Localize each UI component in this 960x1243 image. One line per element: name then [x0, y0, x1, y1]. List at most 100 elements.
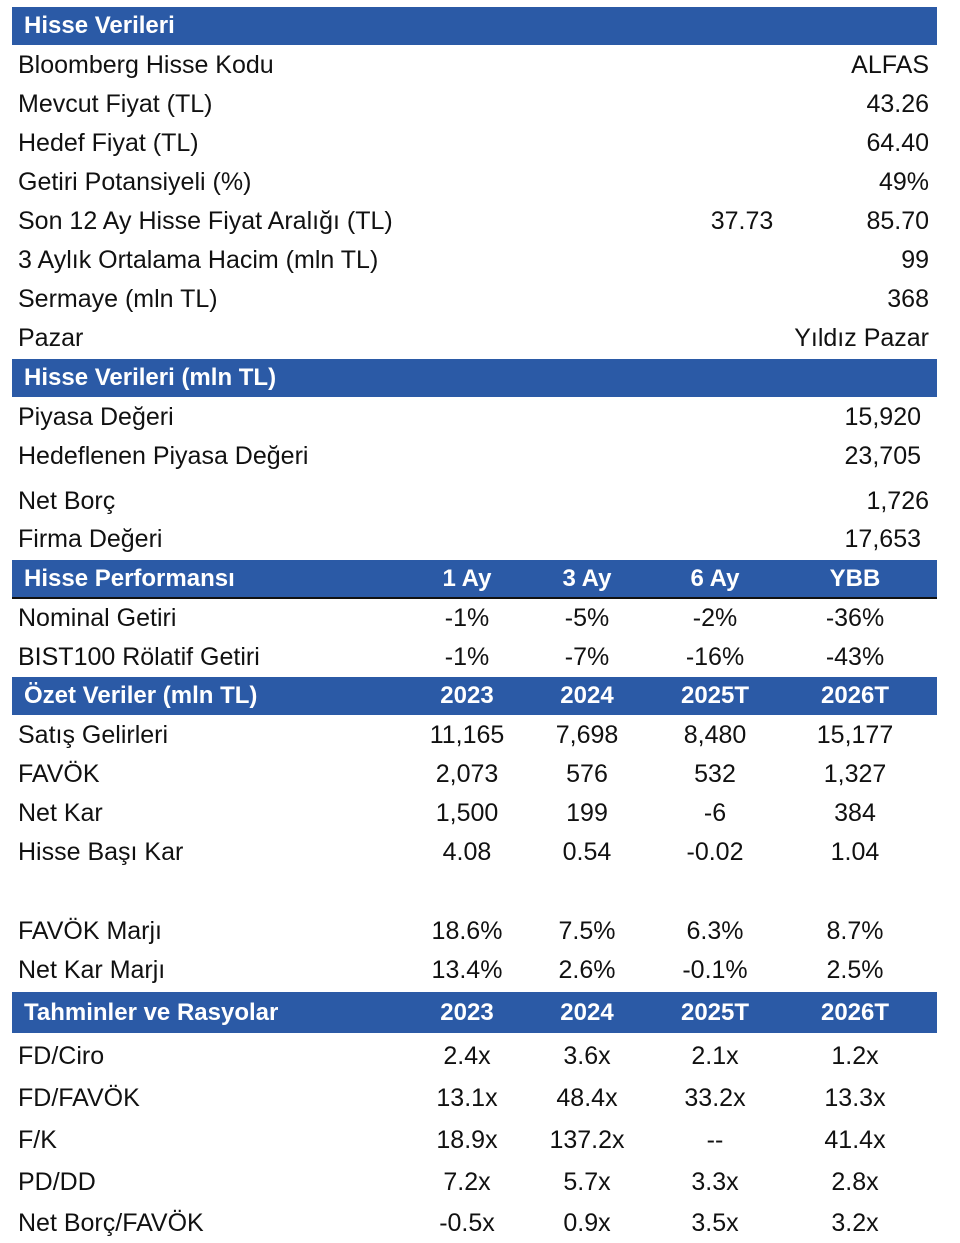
data-row: F/K 18.9x 137.2x -- 41.4x — [12, 1120, 937, 1160]
data-row: Pazar Yıldız Pazar — [12, 319, 937, 358]
section-header-hisse-verileri: Hisse Verileri — [12, 7, 937, 45]
row-value: 368 — [887, 285, 929, 313]
cell: 13.4% — [431, 956, 503, 984]
column-header: 2025T — [680, 998, 750, 1026]
row-label: Pazar — [18, 324, 84, 352]
data-row: 3 Aylık Ortalama Hacim (mln TL) 99 — [12, 241, 937, 280]
row-label: Mevcut Fiyat (TL) — [18, 90, 213, 118]
row-label: Sermaye (mln TL) — [18, 285, 218, 313]
row-value: 23,705 — [844, 442, 921, 470]
cell: -1% — [444, 643, 490, 671]
cell: -0.1% — [682, 956, 748, 984]
data-row: FAVÖK 2,073 576 532 1,327 — [12, 755, 937, 794]
row-label: FD/FAVÖK — [18, 1083, 140, 1112]
row-label: BIST100 Rölatif Getiri — [18, 643, 260, 671]
cell: -43% — [825, 643, 885, 671]
cell: 15,177 — [816, 721, 894, 749]
row-value: Yıldız Pazar — [794, 324, 929, 352]
row-value: 64.40 — [866, 129, 929, 157]
section-header-tahminler: Tahminler ve Rasyolar 2023 2024 2025T 20… — [12, 992, 937, 1033]
data-row: PD/DD 7.2x 5.7x 3.3x 2.8x — [12, 1162, 937, 1202]
cell: 48.4x — [556, 1083, 618, 1112]
data-row: FD/Ciro 2.4x 3.6x 2.1x 1.2x — [12, 1036, 937, 1076]
cell: 13.3x — [824, 1083, 886, 1112]
row-label: FD/Ciro — [18, 1041, 105, 1070]
cell: 2.6% — [558, 956, 616, 984]
data-row: Net Borç/FAVÖK -0.5x 0.9x 3.5x 3.2x — [12, 1203, 937, 1243]
cell: 3.2x — [831, 1208, 879, 1237]
row-value: ALFAS — [851, 51, 929, 79]
row-label: FAVÖK Marjı — [18, 917, 163, 945]
column-header: 6 Ay — [690, 564, 740, 592]
data-row: FD/FAVÖK 13.1x 48.4x 33.2x 13.3x — [12, 1078, 937, 1118]
section-header-ozet: Özet Veriler (mln TL) 2023 2024 2025T 20… — [12, 677, 937, 715]
section-title: Tahminler ve Rasyolar — [24, 998, 279, 1026]
data-row: FAVÖK Marjı 18.6% 7.5% 6.3% 8.7% — [12, 912, 937, 951]
data-row: BIST100 Rölatif Getiri -1% -7% -16% -43% — [12, 638, 937, 677]
cell: 8.7% — [826, 917, 884, 945]
data-row: Nominal Getiri -1% -5% -2% -36% — [12, 599, 937, 638]
cell: 41.4x — [824, 1125, 886, 1154]
row-value: 17,653 — [844, 525, 921, 553]
row-value: 1,726 — [866, 487, 929, 515]
cell: 8,480 — [683, 721, 747, 749]
cell: -7% — [564, 643, 610, 671]
data-row: Hedeflenen Piyasa Değeri 23,705 — [12, 437, 937, 476]
row-value: 85.70 — [866, 207, 929, 235]
row-label: Hisse Başı Kar — [18, 838, 184, 866]
cell: 2,073 — [435, 760, 499, 788]
cell: 3.3x — [691, 1167, 739, 1196]
row-value: 43.26 — [866, 90, 929, 118]
data-row: Net Borç 1,726 — [12, 482, 937, 521]
section-title: Hisse Verileri — [24, 12, 175, 39]
row-label: Bloomberg Hisse Kodu — [18, 51, 274, 79]
cell: 1,327 — [823, 760, 887, 788]
row-value: 15,920 — [844, 403, 921, 431]
column-header: 3 Ay — [562, 564, 612, 592]
data-row: Hedef Fiyat (TL) 64.40 — [12, 124, 937, 163]
section-header-performans: Hisse Performansı 1 Ay 3 Ay 6 Ay YBB — [12, 560, 937, 599]
cell: 199 — [566, 799, 608, 827]
data-row: Bloomberg Hisse Kodu ALFAS — [12, 46, 937, 85]
cell: -5% — [564, 604, 610, 632]
data-row: Hisse Başı Kar 4.08 0.54 -0.02 1.04 — [12, 833, 937, 872]
cell: -6 — [703, 799, 727, 827]
row-value-low: 37.73 — [710, 207, 774, 235]
row-label: Net Kar Marjı — [18, 956, 166, 984]
row-label: Firma Değeri — [18, 525, 163, 553]
cell: 11,165 — [429, 721, 505, 749]
column-header: 2026T — [820, 682, 890, 709]
cell: 5.7x — [563, 1167, 611, 1196]
section-header-hisse-verileri-mln: Hisse Verileri (mln TL) — [12, 359, 937, 397]
section-title: Özet Veriler (mln TL) — [24, 682, 258, 709]
row-label: Net Kar — [18, 799, 103, 827]
cell: -0.5x — [439, 1208, 495, 1237]
cell: 7.2x — [443, 1167, 491, 1196]
row-label: Net Borç/FAVÖK — [18, 1208, 204, 1237]
row-label: Piyasa Değeri — [18, 403, 174, 431]
row-label: Hedeflenen Piyasa Değeri — [18, 442, 309, 470]
data-row: Firma Değeri 17,653 — [12, 520, 937, 559]
cell: 7.5% — [558, 917, 616, 945]
column-header: 2024 — [560, 682, 614, 709]
data-row: Net Kar 1,500 199 -6 384 — [12, 794, 937, 833]
cell: 1,500 — [435, 799, 499, 827]
cell: -0.02 — [686, 838, 744, 866]
data-row: Piyasa Değeri 15,920 — [12, 398, 937, 437]
column-header: 2023 — [440, 682, 494, 709]
cell: 0.9x — [563, 1208, 611, 1237]
cell: 1.2x — [831, 1041, 879, 1070]
cell: 384 — [834, 799, 876, 827]
cell: 532 — [694, 760, 736, 788]
cell: 18.9x — [436, 1125, 498, 1154]
column-header: 2026T — [820, 998, 890, 1026]
column-header: 2025T — [680, 682, 750, 709]
data-row: Sermaye (mln TL) 368 — [12, 280, 937, 319]
row-label: Getiri Potansiyeli (%) — [18, 168, 252, 196]
cell: 4.08 — [442, 838, 492, 866]
cell: -1% — [444, 604, 490, 632]
row-label: Nominal Getiri — [18, 604, 177, 632]
cell: 2.1x — [691, 1041, 739, 1070]
cell: 0.54 — [562, 838, 612, 866]
cell: 2.8x — [831, 1167, 879, 1196]
